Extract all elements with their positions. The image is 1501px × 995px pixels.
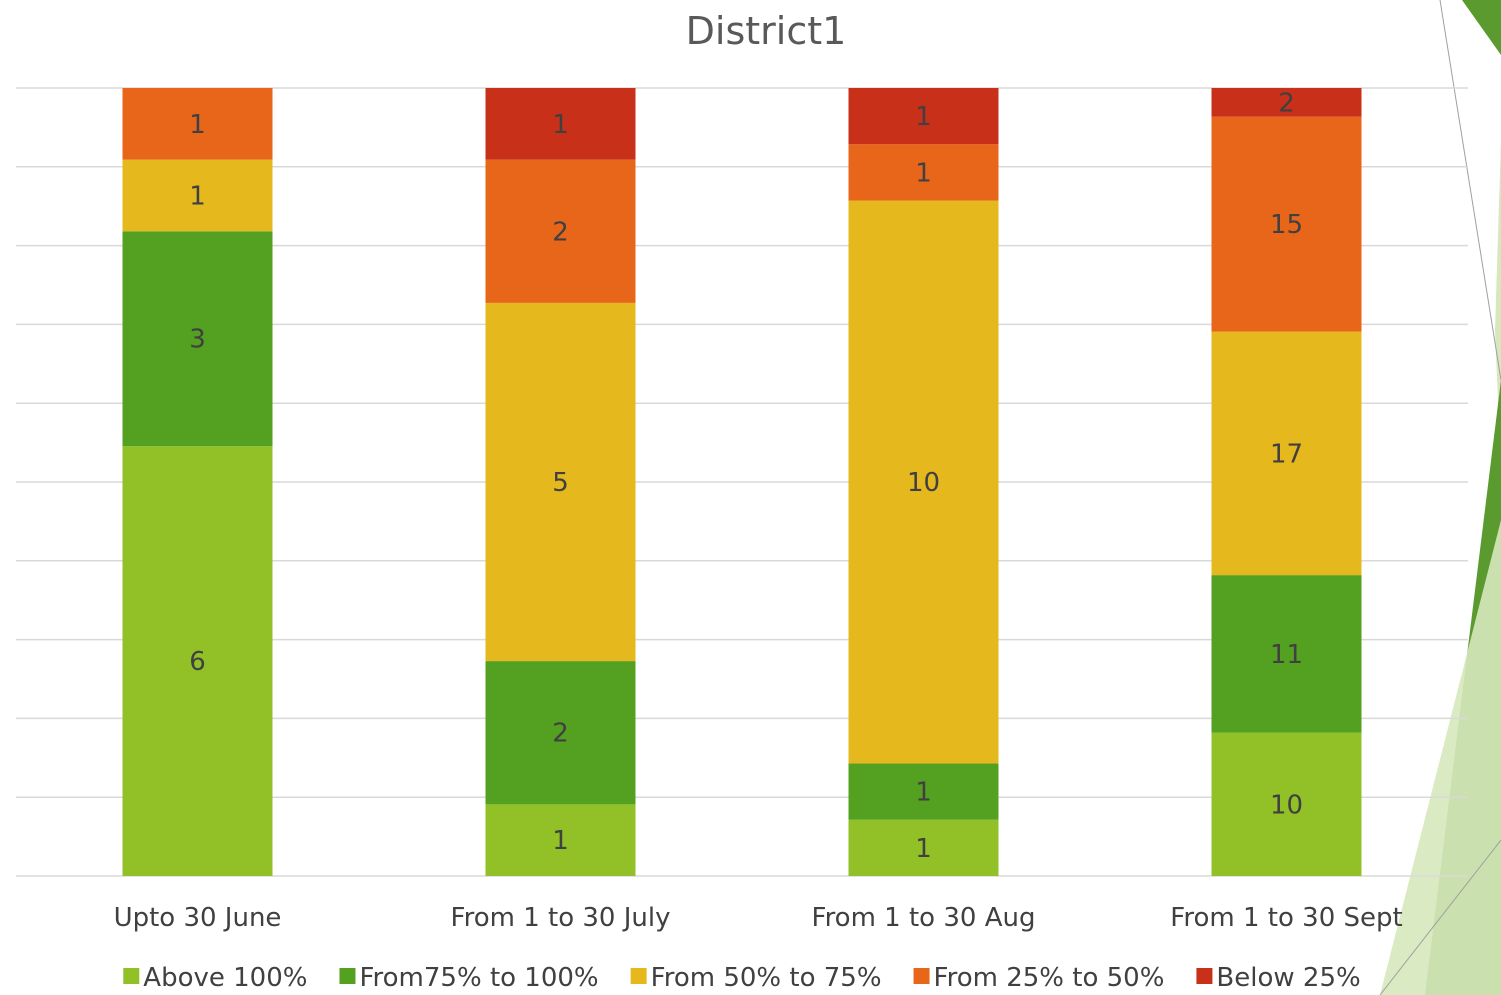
- accent-line: [1379, 839, 1501, 995]
- legend-label: From 50% to 75%: [651, 963, 882, 993]
- legend-swatch: [1196, 968, 1213, 984]
- bar-segment: [848, 88, 999, 145]
- accent-dark-shape: [1462, 0, 1501, 55]
- bar-segment: [1211, 732, 1362, 876]
- bar-segment: [1211, 575, 1362, 733]
- bar-segment: [848, 200, 999, 764]
- data-label: 11: [1270, 640, 1303, 670]
- legend-swatch: [123, 968, 140, 984]
- bar-segment: [485, 661, 636, 805]
- category-label: Upto 30 June: [114, 903, 282, 933]
- bar-segment: [1211, 331, 1362, 576]
- bar-segment: [485, 159, 636, 303]
- accent-line: [1439, 0, 1501, 381]
- bar-segment: [122, 231, 273, 447]
- slide-decoration: [1379, 0, 1501, 995]
- bar-segment: [485, 302, 636, 662]
- data-label: 15: [1270, 210, 1303, 240]
- data-label: 1: [189, 110, 206, 140]
- legend-swatch: [339, 968, 356, 984]
- data-label: 17: [1270, 439, 1303, 469]
- bar-segment: [485, 88, 636, 160]
- legend-swatch: [913, 968, 930, 984]
- data-label: 10: [907, 468, 940, 498]
- data-label: 1: [915, 778, 932, 808]
- bar-segment: [1211, 116, 1362, 332]
- legend-label: Above 100%: [143, 963, 307, 993]
- bars: [122, 88, 1362, 876]
- data-label: 1: [915, 158, 932, 188]
- legend: Above 100% From75% to 100% From 50% to 75%…: [123, 963, 1361, 993]
- category-axis: Upto 30 June From 1 to 30 July From 1 to 3…: [114, 903, 1403, 933]
- data-label: 10: [1270, 790, 1303, 820]
- bar-segment: [122, 88, 273, 160]
- legend-label: From 25% to 50%: [934, 963, 1165, 993]
- data-label: 3: [189, 325, 206, 355]
- data-label: 1: [552, 110, 569, 140]
- legend-label: Below 25%: [1216, 963, 1360, 993]
- data-label: 5: [552, 468, 569, 498]
- chart-title: District1: [686, 9, 847, 53]
- data-label: 1: [189, 181, 206, 211]
- data-label: 2: [1278, 88, 1295, 118]
- data-label: 1: [552, 826, 569, 856]
- accent-light-shape: [1495, 140, 1501, 470]
- category-label: From 1 to 30 Sept: [1170, 903, 1402, 933]
- data-label: 6: [189, 647, 206, 677]
- category-label: From 1 to 30 Aug: [812, 903, 1036, 933]
- bar-segment: [122, 159, 273, 232]
- bar-segment: [485, 804, 636, 876]
- data-label: 1: [915, 834, 932, 864]
- data-label: 2: [552, 719, 569, 749]
- bar-segment: [1211, 88, 1362, 117]
- legend-label: From75% to 100%: [359, 963, 598, 993]
- bar-segment: [848, 819, 999, 876]
- bar-segment: [848, 763, 999, 820]
- legend-swatch: [630, 968, 647, 984]
- data-label: 1: [915, 102, 932, 132]
- bar-segment: [848, 144, 999, 201]
- data-label: 2: [552, 217, 569, 247]
- category-label: From 1 to 30 July: [451, 903, 671, 933]
- bar-segment: [122, 446, 273, 876]
